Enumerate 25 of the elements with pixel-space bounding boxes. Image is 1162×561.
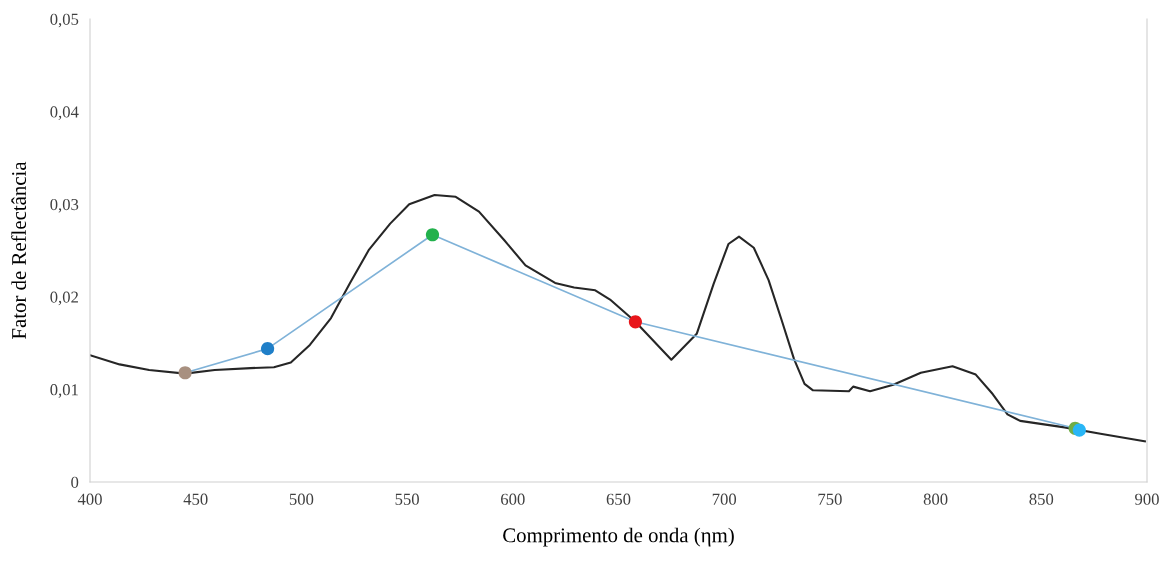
x-tick-label: 450: [183, 493, 208, 505]
x-tick-label: 550: [395, 493, 419, 505]
point: [260, 342, 275, 356]
y-tick-label: 0: [71, 476, 79, 488]
point: [178, 366, 192, 380]
x-tick-label: 600: [501, 493, 525, 505]
y-tick-label: 0,03: [50, 198, 79, 213]
x-tick-label: 650: [606, 493, 631, 505]
y-tick-label: 0,01: [50, 384, 78, 398]
y-tick-label: 0,04: [50, 106, 79, 120]
point: [628, 315, 642, 329]
line-series: [90, 193, 1146, 443]
point: [425, 228, 440, 242]
x-tick-label: 800: [923, 493, 948, 505]
point: [1072, 423, 1086, 437]
x-tick-label: 900: [1135, 493, 1159, 505]
x-tick-label: 400: [77, 493, 102, 505]
x-tick-label: 500: [289, 493, 314, 505]
x-tick-label: 700: [712, 493, 737, 505]
y-axis-title: Fator de Reflectância: [11, 161, 27, 339]
x-tick-label: 750: [818, 493, 842, 505]
y-tick-label: 0,02: [50, 291, 78, 306]
x-axis-title: Comprimento de onda (ηm): [503, 527, 734, 547]
x-tick-label: 850: [1029, 493, 1054, 505]
y-tick-label: 0,05: [50, 13, 79, 28]
